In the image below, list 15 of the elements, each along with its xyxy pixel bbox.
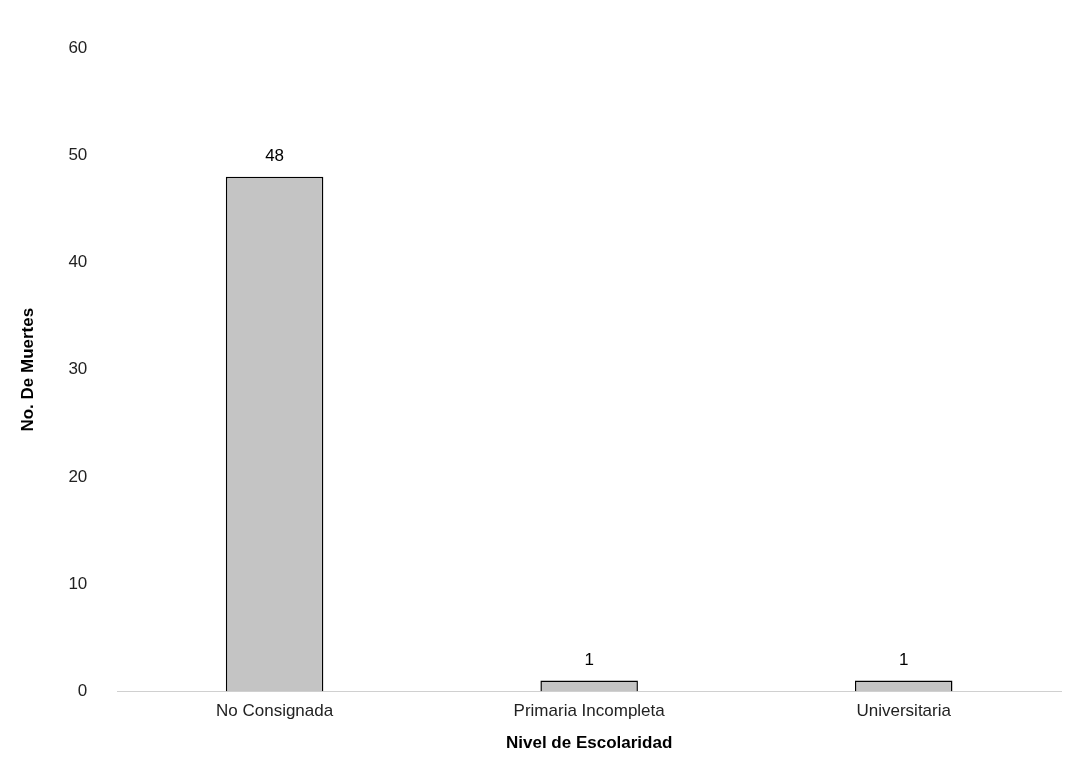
y-tick-label: 60: [68, 37, 88, 57]
x-axis-title: Nivel de Escolaridad: [506, 733, 673, 753]
y-tick-label: 0: [77, 680, 88, 700]
x-tick-label: Primaria Incompleta: [513, 701, 666, 721]
y-tick-label: 10: [68, 573, 88, 593]
x-tick-label: No Consignada: [215, 701, 334, 721]
y-tick-label: 50: [68, 145, 88, 165]
y-axis-title: No. De Muertes: [17, 307, 37, 432]
y-tick-label: 20: [68, 466, 88, 486]
y-tick-label: 40: [68, 252, 88, 272]
y-tick-label: 30: [68, 359, 88, 379]
x-tick-label: Universitaria: [856, 701, 952, 721]
data-label: 48: [265, 145, 285, 165]
data-label: 1: [584, 649, 594, 669]
data-label: 1: [898, 649, 909, 669]
